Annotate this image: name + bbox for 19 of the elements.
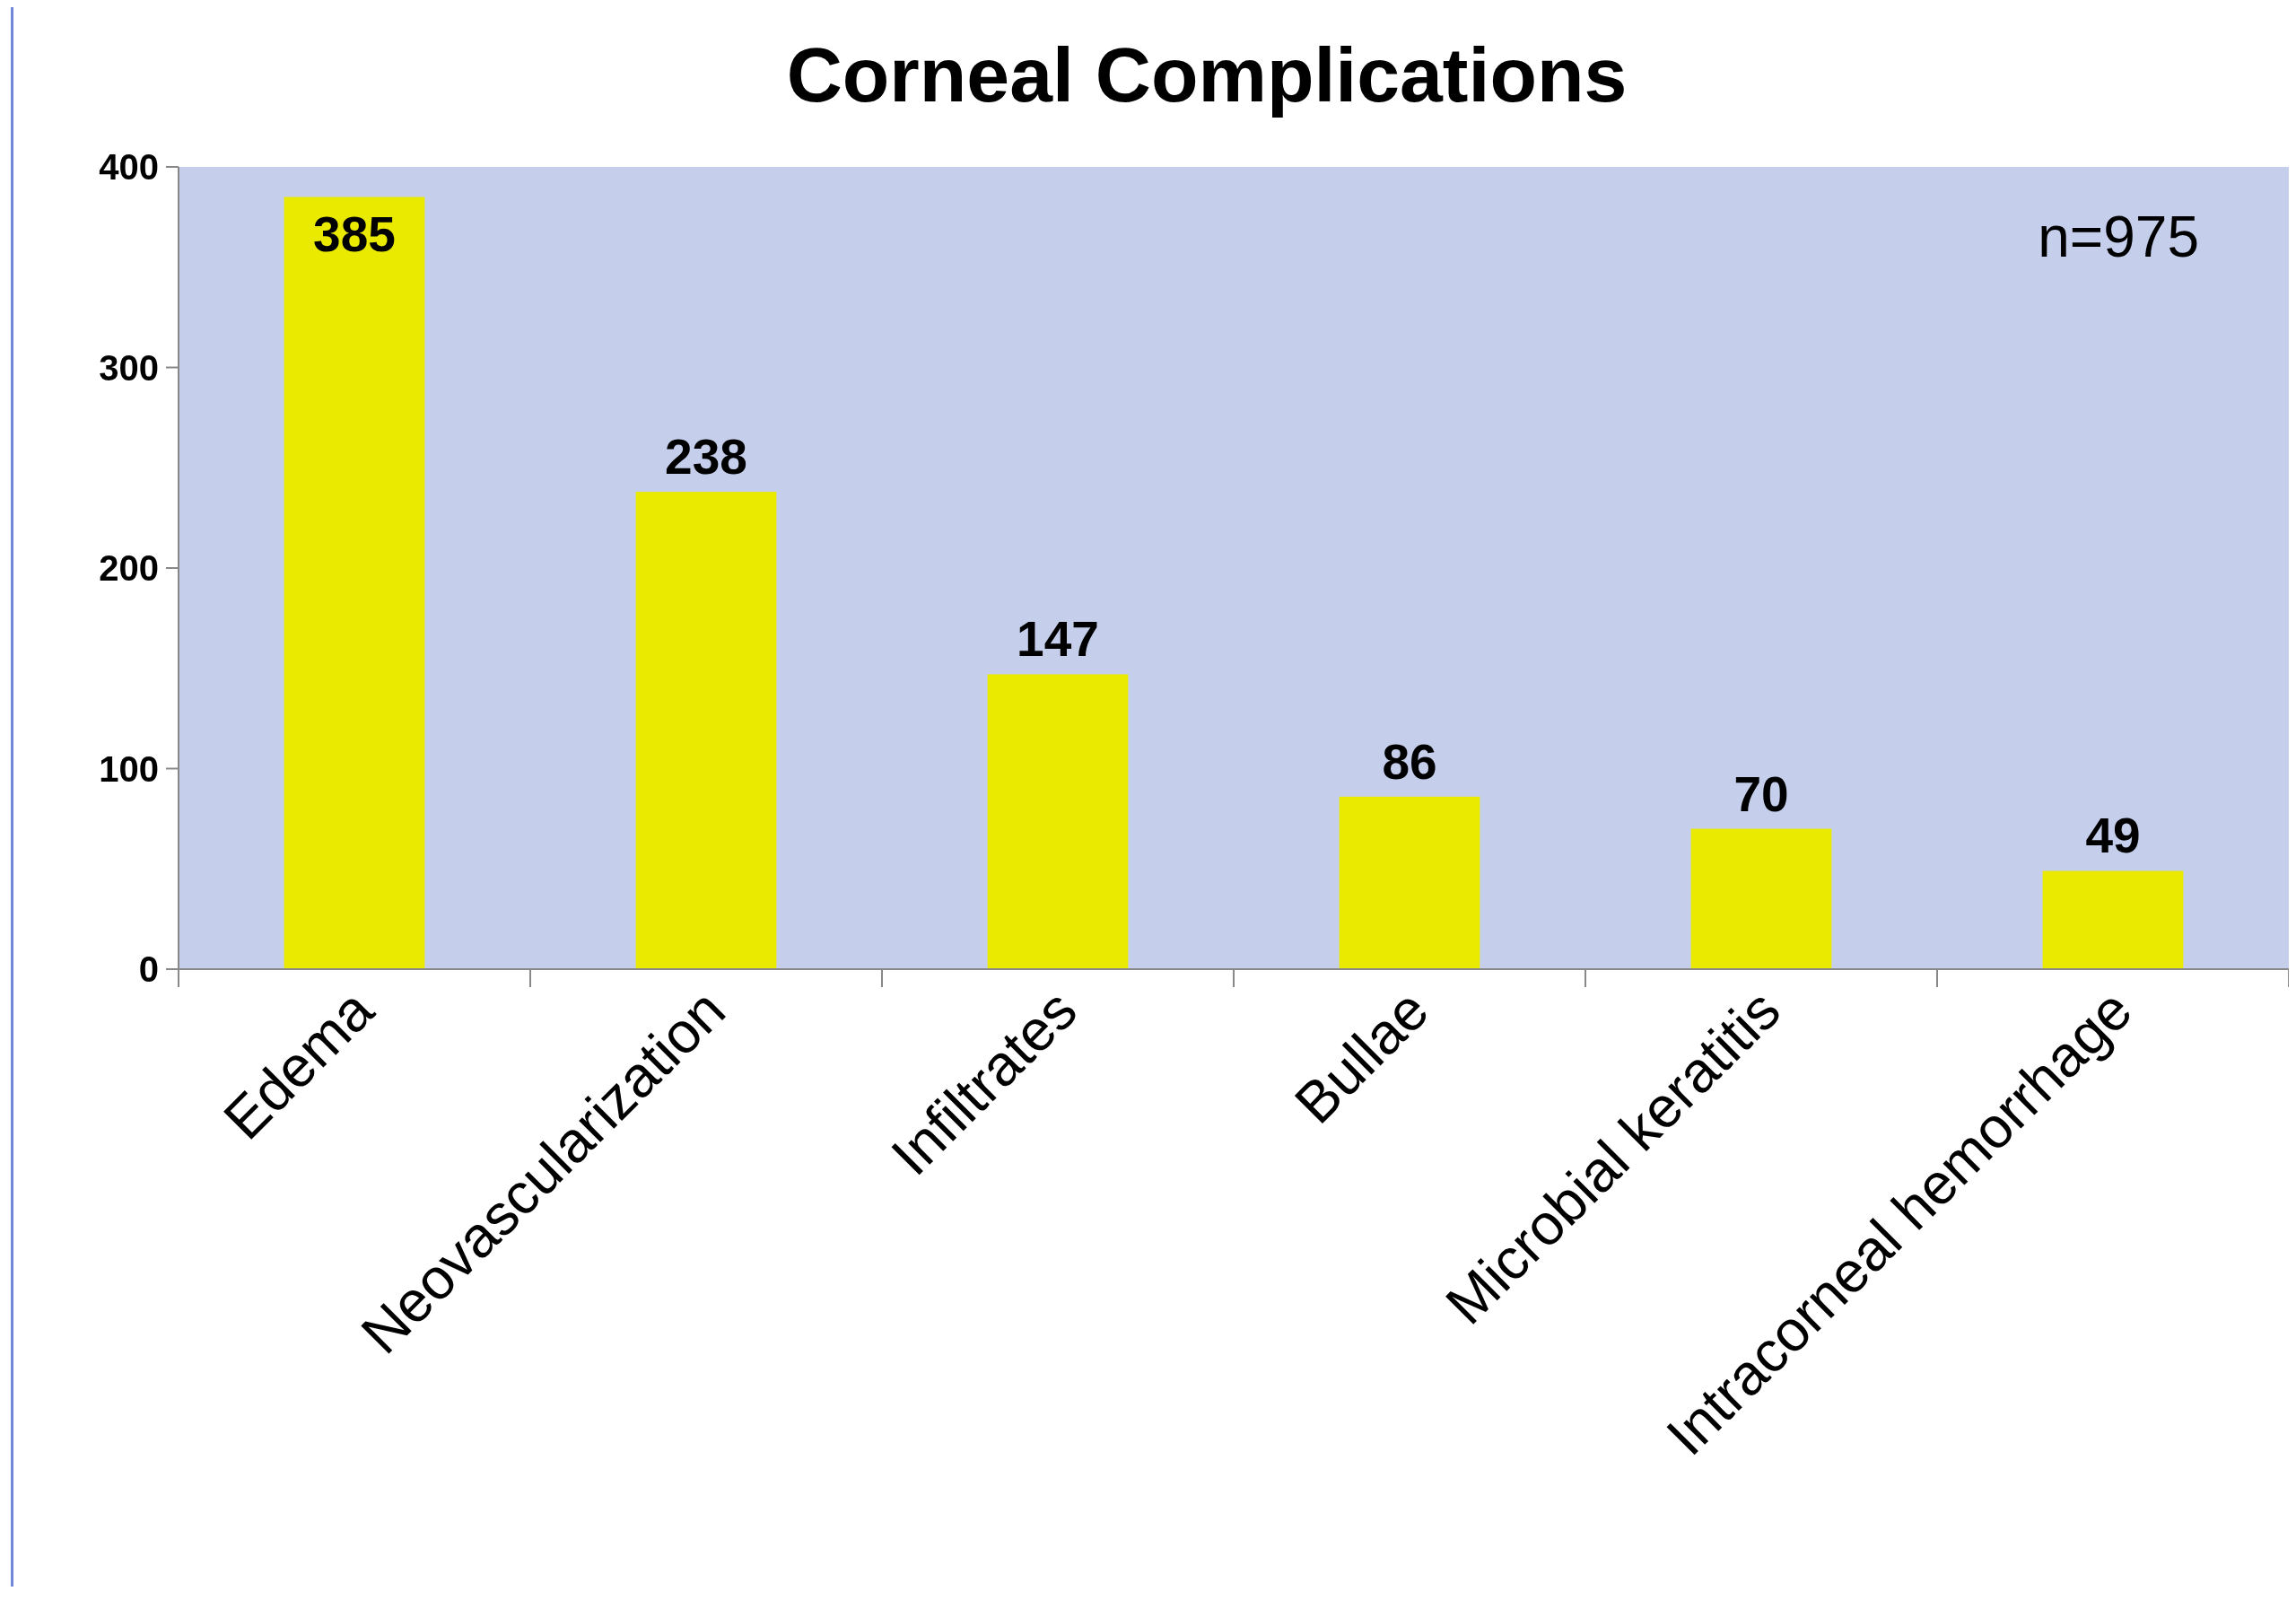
y-tick-label: 300	[99, 347, 159, 388]
bar	[1339, 796, 1480, 969]
data-label: 147	[1017, 611, 1099, 668]
data-label: 238	[665, 429, 747, 485]
data-label: 70	[1733, 765, 1789, 822]
bar	[284, 197, 425, 969]
data-label: 86	[1382, 733, 1437, 790]
y-tick-label: 400	[99, 147, 159, 187]
y-tick-label: 200	[99, 548, 159, 588]
chart-title: Corneal Complications	[786, 31, 1628, 118]
data-label: 385	[313, 205, 396, 262]
bar	[987, 674, 1129, 969]
bar	[2042, 870, 2184, 969]
y-tick-label: 0	[138, 949, 159, 989]
bar	[635, 492, 777, 969]
data-label: 49	[2085, 808, 2141, 864]
bar	[1690, 828, 1832, 969]
annotation: n=975	[2038, 205, 2199, 269]
y-tick-label: 100	[99, 748, 159, 789]
